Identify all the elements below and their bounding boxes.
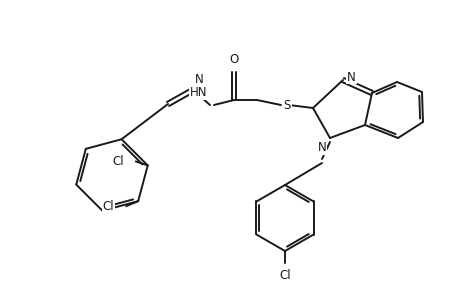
Text: N: N (346, 70, 355, 83)
Text: Cl: Cl (112, 155, 123, 168)
Text: HN: HN (189, 86, 207, 99)
Text: N: N (195, 73, 203, 86)
Text: O: O (229, 53, 238, 66)
Text: S: S (283, 98, 290, 112)
Text: N: N (317, 141, 326, 154)
Text: Cl: Cl (279, 269, 290, 282)
Text: Cl: Cl (102, 200, 114, 213)
